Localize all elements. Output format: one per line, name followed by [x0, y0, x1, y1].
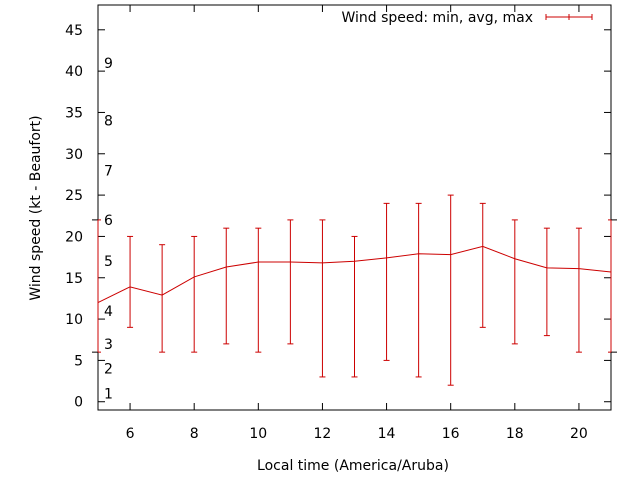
- beaufort-label: 1: [104, 386, 113, 402]
- x-tick-label: 12: [314, 426, 332, 442]
- x-tick-label: 6: [126, 426, 135, 442]
- x-tick-label: 8: [190, 426, 199, 442]
- x-tick-label: 20: [570, 426, 588, 442]
- beaufort-label: 7: [104, 163, 113, 179]
- x-tick-label: 16: [442, 426, 460, 442]
- beaufort-label: 5: [104, 254, 113, 270]
- x-axis-label: Local time (America/Aruba): [257, 458, 449, 474]
- beaufort-label: 2: [104, 362, 113, 378]
- average-line: [97, 245, 612, 304]
- legend: Wind speed: min, avg, max: [341, 10, 593, 26]
- y-tick-label: 35: [65, 105, 83, 121]
- beaufort-label: 6: [104, 213, 113, 229]
- y-tick-label: 40: [65, 64, 83, 80]
- plot-frame: [97, 4, 612, 411]
- beaufort-label: 8: [104, 114, 113, 130]
- x-tick-label: 18: [506, 426, 524, 442]
- y-tick-label: 0: [74, 395, 83, 411]
- y-tick-label: 10: [65, 312, 83, 328]
- beaufort-label: 9: [104, 56, 113, 72]
- legend-label: Wind speed: min, avg, max: [341, 10, 533, 26]
- y-tick-label: 5: [74, 353, 83, 369]
- y-tick-label: 30: [65, 147, 83, 163]
- y-tick-label: 45: [65, 23, 83, 39]
- x-tick-label: 10: [249, 426, 267, 442]
- y-tick-label: 25: [65, 188, 83, 204]
- beaufort-label: 4: [104, 304, 113, 320]
- x-tick-label: 14: [378, 426, 396, 442]
- y-axis-label: Wind speed (kt - Beaufort): [28, 115, 44, 300]
- y-tick-label: 20: [65, 229, 83, 245]
- beaufort-label: 3: [104, 337, 113, 353]
- y-tick-label: 15: [65, 271, 83, 287]
